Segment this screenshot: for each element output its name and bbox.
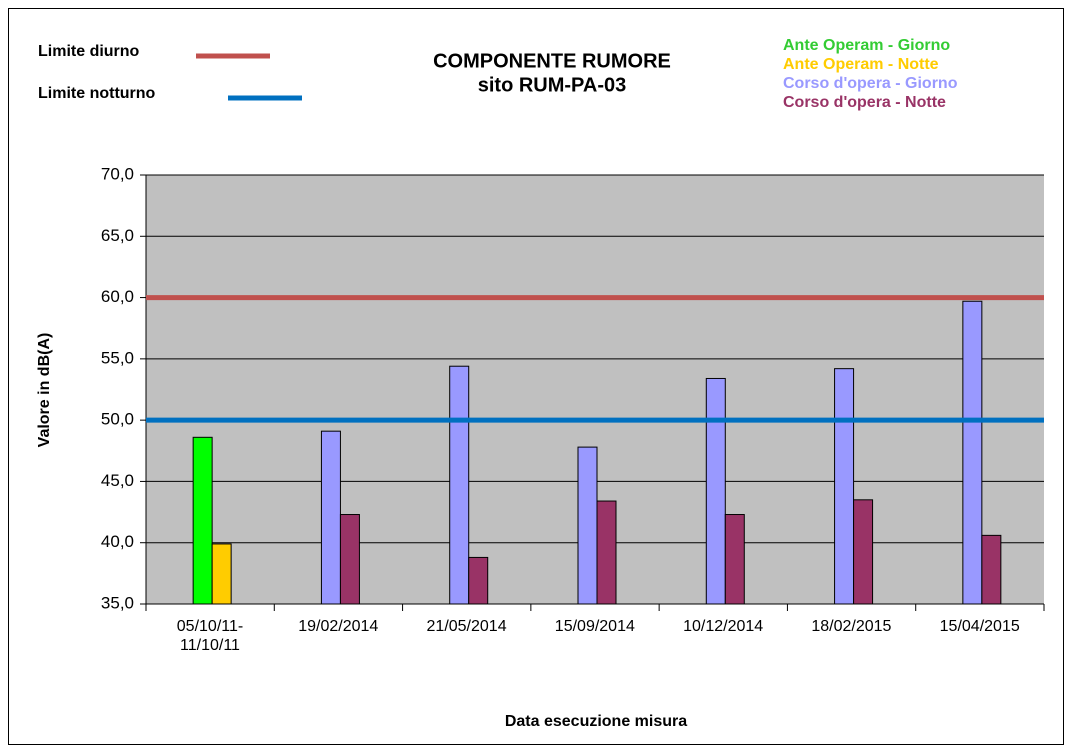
bar xyxy=(339,514,360,605)
bar xyxy=(962,300,983,605)
y-axis-title: Valore in dB(A) xyxy=(36,333,53,448)
y-tick-label: 55,0 xyxy=(101,348,134,367)
y-tick-label: 50,0 xyxy=(101,410,134,429)
bar xyxy=(211,543,232,605)
x-tick-label: 10/12/2014 xyxy=(683,618,764,635)
bar xyxy=(834,368,855,605)
bar xyxy=(320,430,341,605)
bar xyxy=(705,377,726,605)
y-tick-label: 35,0 xyxy=(101,593,134,612)
y-tick-label: 65,0 xyxy=(101,226,134,245)
bar xyxy=(596,500,617,605)
x-tick-label: 19/02/2014 xyxy=(298,618,379,635)
legend-label: Limite diurno xyxy=(38,43,140,60)
bar xyxy=(577,446,598,605)
legend-label: Corso d'opera - Giorno xyxy=(783,75,958,92)
legend-label: Limite notturno xyxy=(38,85,156,102)
y-tick-label: 70,0 xyxy=(101,164,134,183)
y-tick-label: 60,0 xyxy=(101,287,134,306)
bar xyxy=(192,436,213,605)
chart-title: COMPONENTE RUMORE xyxy=(433,50,671,72)
legend-label: Ante Operam - Giorno xyxy=(783,37,950,54)
bar xyxy=(981,534,1002,605)
chart-subtitle: sito RUM-PA-03 xyxy=(478,74,627,96)
x-tick-label: 18/02/2015 xyxy=(811,618,892,635)
x-tick-label: 05/10/11- 11/10/11 xyxy=(176,618,244,654)
y-tick-label: 40,0 xyxy=(101,532,134,551)
legend-label: Corso d'opera - Notte xyxy=(783,94,946,111)
bar xyxy=(449,365,470,605)
x-tick-label: 15/09/2014 xyxy=(554,618,635,635)
bar xyxy=(724,514,745,605)
x-tick-label: 15/04/2015 xyxy=(939,618,1020,635)
legend-label: Ante Operam - Notte xyxy=(783,56,939,73)
bar xyxy=(468,556,489,605)
bar xyxy=(853,499,874,605)
x-axis-title: Data esecuzione misura xyxy=(505,713,687,730)
x-tick-label: 21/05/2014 xyxy=(426,618,507,635)
y-tick-label: 45,0 xyxy=(101,471,134,490)
